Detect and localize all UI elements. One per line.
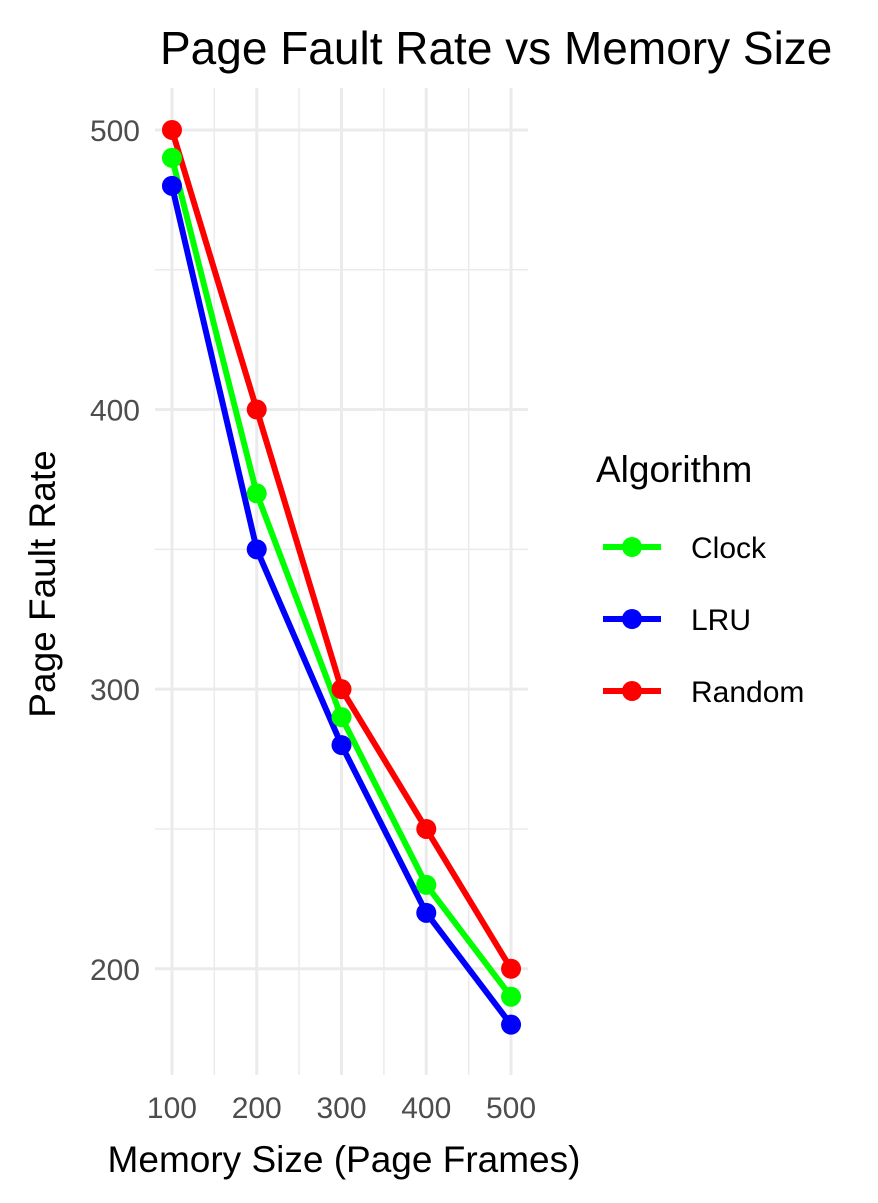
data-point-clock: [161, 147, 182, 168]
x-tick-label: 100: [147, 1092, 197, 1125]
data-point-lru: [501, 1014, 522, 1035]
data-point-clock: [331, 707, 352, 728]
data-point-random: [331, 679, 352, 700]
legend-label-random: Random: [691, 676, 804, 709]
y-tick-label: 400: [90, 395, 140, 428]
y-axis-title: Page Fault Rate: [22, 450, 63, 717]
legend-title: Algorithm: [596, 449, 752, 490]
legend: Algorithm Clock LRU Random: [596, 449, 804, 709]
x-axis-title: Memory Size (Page Frames): [108, 1139, 581, 1180]
y-tick-label: 200: [90, 954, 140, 987]
legend-items: Clock LRU Random: [603, 532, 804, 709]
x-tick-label: 500: [486, 1092, 536, 1125]
x-tick-label: 200: [232, 1092, 282, 1125]
data-point-lru: [331, 735, 352, 756]
legend-key-point-clock: [622, 537, 642, 557]
data-point-clock: [246, 483, 267, 504]
data-point-random: [501, 958, 522, 979]
data-point-lru: [161, 175, 182, 196]
legend-label-clock: Clock: [691, 532, 767, 565]
data-point-lru: [416, 902, 437, 923]
chart-title: Page Fault Rate vs Memory Size: [160, 22, 832, 74]
y-tick-label: 500: [90, 115, 140, 148]
data-point-random: [246, 399, 267, 420]
series-layer: [161, 119, 522, 1035]
data-point-random: [161, 119, 182, 140]
y-tick-label: 300: [90, 674, 140, 707]
data-point-clock: [501, 986, 522, 1007]
data-point-clock: [416, 874, 437, 895]
legend-label-lru: LRU: [691, 604, 751, 637]
grid: [155, 88, 528, 1075]
x-tick-labels: 100 200 300 400 500: [147, 1092, 536, 1125]
y-tick-labels: 200 300 400 500: [90, 115, 140, 987]
x-tick-label: 400: [401, 1092, 451, 1125]
legend-key-point-random: [622, 681, 642, 701]
x-tick-label: 300: [316, 1092, 366, 1125]
data-point-random: [416, 818, 437, 839]
data-point-lru: [246, 539, 267, 560]
legend-key-point-lru: [622, 609, 642, 629]
